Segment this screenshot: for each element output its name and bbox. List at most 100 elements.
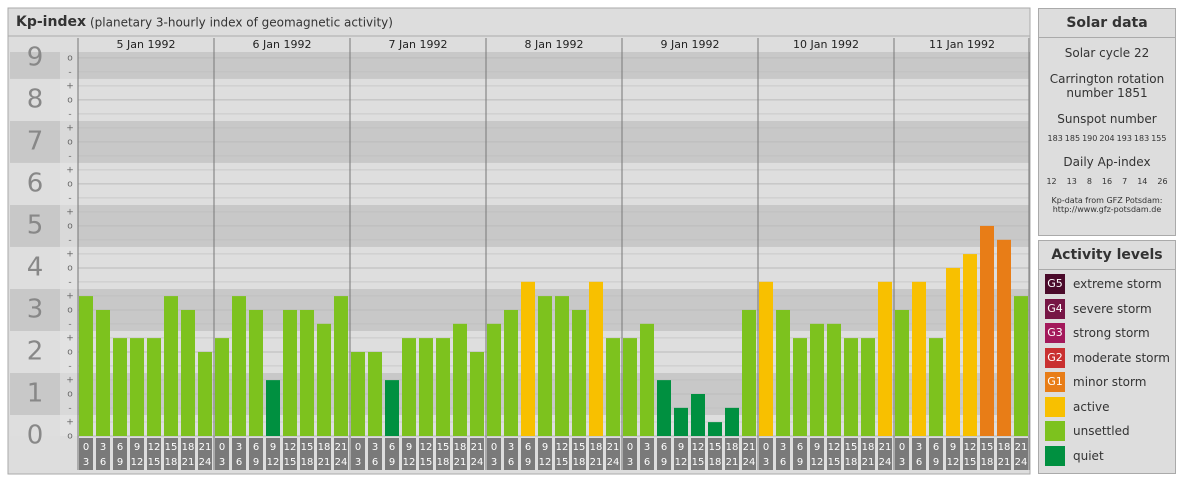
hour-from: 9 [814,442,820,453]
hour-from: 21 [743,442,756,453]
levels-list: G5 extreme storm G4 severe storm G3 strong st… [1039,270,1175,468]
bar [997,239,1011,436]
level-label: strong storm [1073,326,1150,341]
hour-to: 21 [318,457,331,468]
bar [742,309,756,436]
hour-to: 9 [525,457,531,468]
hour-from: 9 [950,442,956,453]
hour-from: 9 [542,442,548,453]
level-label: quiet [1073,448,1104,463]
bar [113,338,127,436]
hour-to: 6 [236,457,242,468]
bar [555,296,569,436]
bar [657,380,671,436]
hour-box [725,438,739,470]
y-minor-label: o [67,263,73,273]
hour-to: 15 [420,457,433,468]
level-item: G5 extreme storm [1039,272,1175,297]
hour-from: 3 [372,442,378,453]
hour-to: 3 [491,457,497,468]
y-minor-label: o [67,221,73,231]
hour-from: 12 [148,442,161,453]
y-tick-label: 7 [27,126,44,156]
hour-to: 24 [607,457,620,468]
hour-box [402,438,416,470]
bar [810,323,824,436]
axis-column [60,52,78,436]
hour-from: 6 [525,442,531,453]
hour-to: 24 [879,457,892,468]
hour-box [555,438,569,470]
y-tick-label: 2 [27,336,44,366]
hour-from: 18 [998,442,1011,453]
hour-box [861,438,875,470]
hour-to: 9 [933,457,939,468]
y-minor-label: o [67,179,73,189]
level-item: G2 moderate storm [1039,346,1175,371]
hour-box [912,438,926,470]
day-header [214,38,350,52]
hour-box [181,438,195,470]
hour-from: 3 [780,442,786,453]
level-label: minor storm [1073,375,1147,390]
hour-box [691,438,705,470]
hour-from: 3 [644,442,650,453]
level-swatch: G4 [1045,298,1065,319]
hour-box [419,438,433,470]
hour-to: 12 [539,457,552,468]
level-item: unsettled [1039,419,1175,444]
hour-to: 18 [845,457,858,468]
hour-box [589,438,603,470]
bar [147,338,161,436]
hour-from: 9 [270,442,276,453]
chart-title: Kp-index [16,14,86,30]
bar [402,338,416,436]
hour-to: 3 [355,457,361,468]
bar [980,225,994,436]
hour-box [266,438,280,470]
hour-box [759,438,773,470]
hour-box [436,438,450,470]
hour-from: 21 [335,442,348,453]
hour-from: 0 [491,442,497,453]
hour-from: 21 [199,442,212,453]
hour-box [810,438,824,470]
solar-title: Solar data [1039,9,1175,38]
hour-box [997,438,1011,470]
y-tick-label: 4 [27,252,44,282]
hour-from: 0 [219,442,225,453]
hour-box [946,438,960,470]
hour-box [878,438,892,470]
hour-box [368,438,382,470]
hour-box [793,438,807,470]
y-tick-label: 8 [27,84,44,114]
hour-from: 18 [454,442,467,453]
hour-from: 18 [726,442,739,453]
sunspot-value: 204 [1099,134,1115,143]
bar [708,422,722,436]
hour-box [453,438,467,470]
bar [878,281,892,436]
hour-to: 15 [556,457,569,468]
bar [249,309,263,436]
bar [96,309,110,436]
bar [606,338,620,436]
cycle: Solar cycle 22 [1045,46,1169,60]
hour-to: 24 [335,457,348,468]
bar [776,309,790,436]
plot: 0 o+1-o+2-o+3-o+4-o+5-o+6-o+7-o+8-o+9-o5 … [10,38,1030,470]
hour-from: 6 [797,442,803,453]
hour-box [79,438,93,470]
bar [793,338,807,436]
hour-box [929,438,943,470]
ap-value: 13 [1066,177,1077,186]
bar [1014,296,1028,436]
hour-from: 18 [182,442,195,453]
hour-to: 18 [573,457,586,468]
band [10,414,1029,436]
ap-value: 14 [1137,177,1148,186]
bar [861,338,875,436]
bar [436,338,450,436]
hour-box [470,438,484,470]
